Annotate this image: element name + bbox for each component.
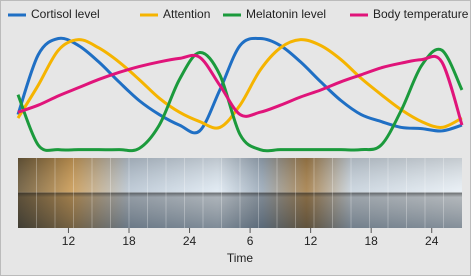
legend-label: Cortisol level xyxy=(31,7,100,21)
x-tick-label: 24 xyxy=(183,234,197,248)
x-tick-label: 6 xyxy=(247,234,254,248)
legend-label: Body temperature xyxy=(373,7,469,21)
x-tick-label: 12 xyxy=(304,234,318,248)
x-tick-label: 12 xyxy=(62,234,76,248)
chart: Time 12 18 24 6 12 18 24 Cortisol level Attentio… xyxy=(0,0,471,276)
legend-label: Attention xyxy=(163,7,210,21)
x-tick-label: 18 xyxy=(122,234,136,248)
photo-strip xyxy=(18,158,462,228)
legend-label: Melatonin level xyxy=(246,7,326,21)
x-tick-label: 18 xyxy=(365,234,379,248)
x-axis-label: Time xyxy=(227,251,254,265)
x-tick-label: 24 xyxy=(425,234,439,248)
